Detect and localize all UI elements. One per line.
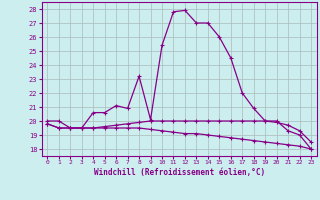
X-axis label: Windchill (Refroidissement éolien,°C): Windchill (Refroidissement éolien,°C): [94, 168, 265, 177]
